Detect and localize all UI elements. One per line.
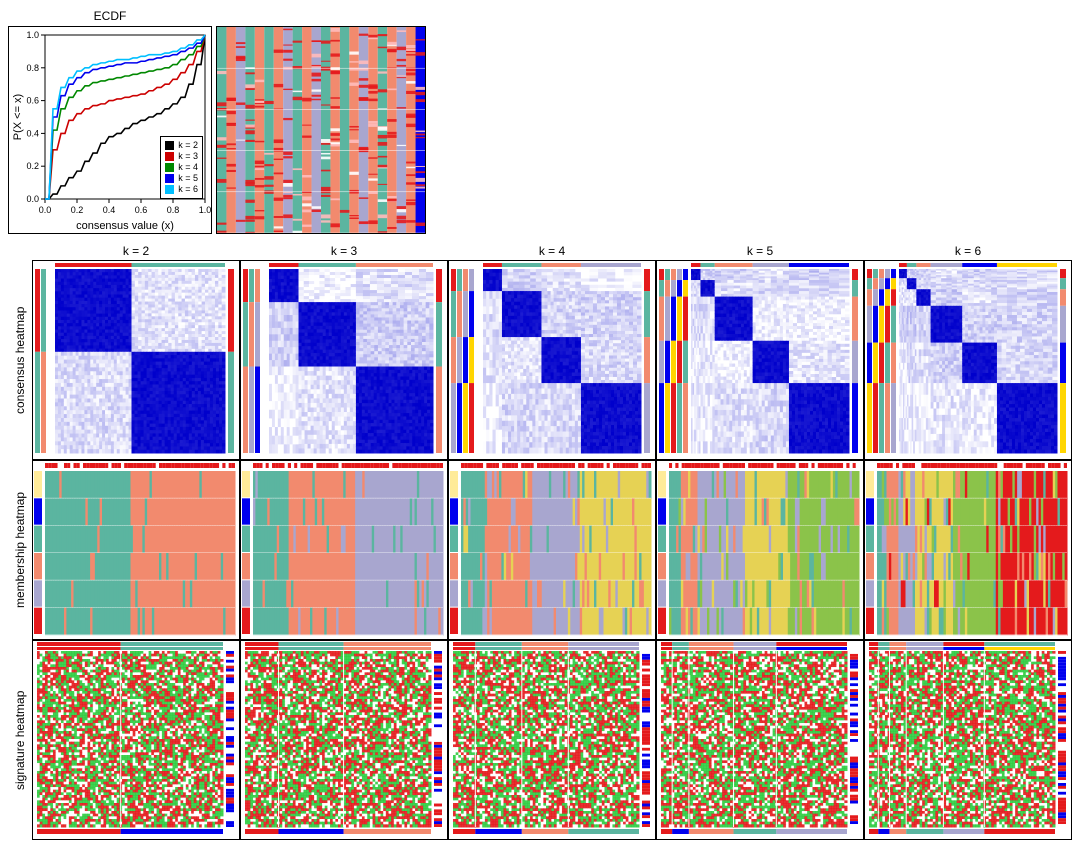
membership-heatmap-k6: [864, 460, 1072, 640]
consensus-heatmap-k6: [864, 260, 1072, 460]
ecdf-panel: ECDF 0.00.20.40.60.81.00.00.20.40.60.81.…: [8, 26, 212, 234]
consensus-classes-panel: consensus classes at each k: [216, 26, 426, 234]
svg-text:0.8: 0.8: [167, 205, 180, 215]
membership-heatmap-k3: [240, 460, 448, 640]
col-header-k4: k = 4: [448, 240, 656, 260]
svg-text:0.4: 0.4: [26, 128, 39, 138]
col-header-k3: k = 3: [240, 240, 448, 260]
membership-heatmap-k5: [656, 460, 864, 640]
col-header-k5: k = 5: [656, 240, 864, 260]
svg-text:0.8: 0.8: [26, 63, 39, 73]
svg-text:0.0: 0.0: [26, 194, 39, 204]
signature-heatmap-k6: [864, 640, 1072, 840]
row-label-membership: membership heatmap: [8, 460, 32, 640]
signature-heatmap-k2: [32, 640, 240, 840]
top-row: ECDF 0.0 0.2 0.4 0.6 0.8 1.0 0.0 0.2 0.4 0.6 0.8 1.…: [8, 8, 1072, 234]
signature-heatmap-k3: [240, 640, 448, 840]
membership-heatmap-k2: [32, 460, 240, 640]
svg-text:1.0: 1.0: [199, 205, 211, 215]
row-label-signature: signature heatmap: [8, 640, 32, 840]
membership-heatmap-k4: [448, 460, 656, 640]
svg-text:consensus value (x): consensus value (x): [76, 220, 174, 232]
row-label-consensus: consensus heatmap: [8, 260, 32, 460]
consensus-heatmap-k3: [240, 260, 448, 460]
ecdf-title: ECDF: [9, 9, 211, 23]
col-header-k6: k = 6: [864, 240, 1072, 260]
consensus-heatmap-k4: [448, 260, 656, 460]
svg-text:0.0: 0.0: [39, 205, 52, 215]
main-grid: k = 2 k = 3 k = 4 k = 5 k = 6 consensus …: [8, 240, 1072, 840]
consensus-heatmap-k5: [656, 260, 864, 460]
signature-heatmap-k4: [448, 640, 656, 840]
svg-text:1.0: 1.0: [26, 30, 39, 40]
svg-text:0.4: 0.4: [103, 205, 116, 215]
consensus-classes-chart: [217, 27, 425, 233]
svg-text:0.6: 0.6: [26, 96, 39, 106]
ecdf-chart: 0.0 0.2 0.4 0.6 0.8 1.0 0.0 0.2 0.4 0.6 0.8 1.0 cons…: [9, 27, 211, 233]
svg-text:P(X <= x): P(X <= x): [12, 94, 24, 140]
consensus-heatmap-k2: [32, 260, 240, 460]
svg-text:0.6: 0.6: [135, 205, 148, 215]
col-header-k2: k = 2: [32, 240, 240, 260]
signature-heatmap-k5: [656, 640, 864, 840]
svg-text:0.2: 0.2: [26, 161, 39, 171]
grid-corner: [8, 240, 32, 260]
ecdf-legend: k = 2k = 3k = 4k = 5k = 6: [160, 136, 203, 199]
svg-text:0.2: 0.2: [71, 205, 84, 215]
